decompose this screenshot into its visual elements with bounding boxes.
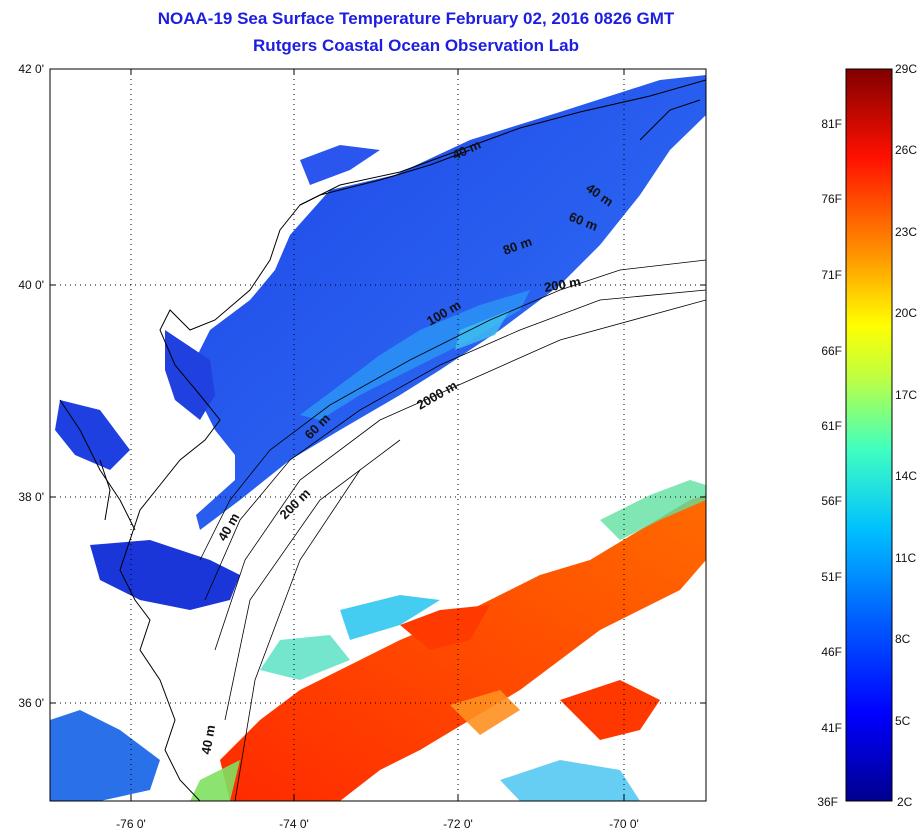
fahrenheit-label: 71F — [821, 268, 842, 282]
fahrenheit-label: 66F — [821, 344, 842, 358]
map-subtitle: Rutgers Coastal Ocean Observation Lab — [253, 36, 579, 55]
fahrenheit-label: 61F — [821, 419, 842, 433]
lat-tick-label: 42 0' — [18, 62, 44, 76]
colorbar: 29C 26C 23C 20C 17C 14C 11C 8C 5C 2C 81F… — [817, 62, 917, 809]
celsius-label: 8C — [895, 632, 911, 646]
fahrenheit-label: 36F — [817, 795, 838, 809]
fahrenheit-label: 46F — [821, 645, 842, 659]
celsius-label: 5C — [895, 714, 911, 728]
fahrenheit-label: 81F — [821, 117, 842, 131]
isobath-label: 40 m — [198, 724, 218, 756]
isobath-label: 200 m — [543, 274, 582, 295]
sst-imagery — [50, 75, 706, 801]
celsius-label: 11C — [895, 551, 916, 565]
map-title: NOAA-19 Sea Surface Temperature February… — [157, 9, 675, 28]
celsius-label: 2C — [897, 795, 913, 809]
lon-axis-labels: -76 0' -74 0' -72 0' -70 0' — [116, 817, 639, 831]
lat-tick-label: 36 0' — [18, 696, 44, 710]
celsius-label: 29C — [895, 62, 917, 76]
isobath-lines — [199, 259, 706, 801]
fahrenheit-label: 76F — [821, 192, 842, 206]
celsius-label: 14C — [895, 469, 917, 483]
lat-axis-labels: 42 0' 40 0' 38 0' 36 0' — [18, 62, 44, 710]
coastline — [59, 79, 706, 801]
celsius-label: 20C — [895, 306, 917, 320]
colorbar-celsius-labels: 29C 26C 23C 20C 17C 14C 11C 8C 5C 2C — [895, 62, 917, 809]
fahrenheit-label: 56F — [821, 494, 842, 508]
axis-ticks — [50, 68, 706, 801]
lon-tick-label: -70 0' — [609, 817, 639, 831]
graticule — [50, 69, 706, 801]
lon-tick-label: -72 0' — [443, 817, 473, 831]
fahrenheit-label: 41F — [821, 721, 842, 735]
colorbar-fahrenheit-labels: 81F 76F 71F 66F 61F 56F 51F 46F 41F 36F — [817, 117, 842, 809]
lon-tick-label: -76 0' — [116, 817, 146, 831]
celsius-label: 23C — [895, 225, 917, 239]
colorbar-gradient — [845, 68, 893, 802]
lon-tick-label: -74 0' — [279, 817, 309, 831]
lat-tick-label: 40 0' — [18, 278, 44, 292]
fahrenheit-label: 51F — [821, 570, 842, 584]
lat-tick-label: 38 0' — [18, 490, 44, 504]
plot-frame — [49, 68, 707, 802]
celsius-label: 17C — [895, 388, 917, 402]
celsius-label: 26C — [895, 143, 917, 157]
